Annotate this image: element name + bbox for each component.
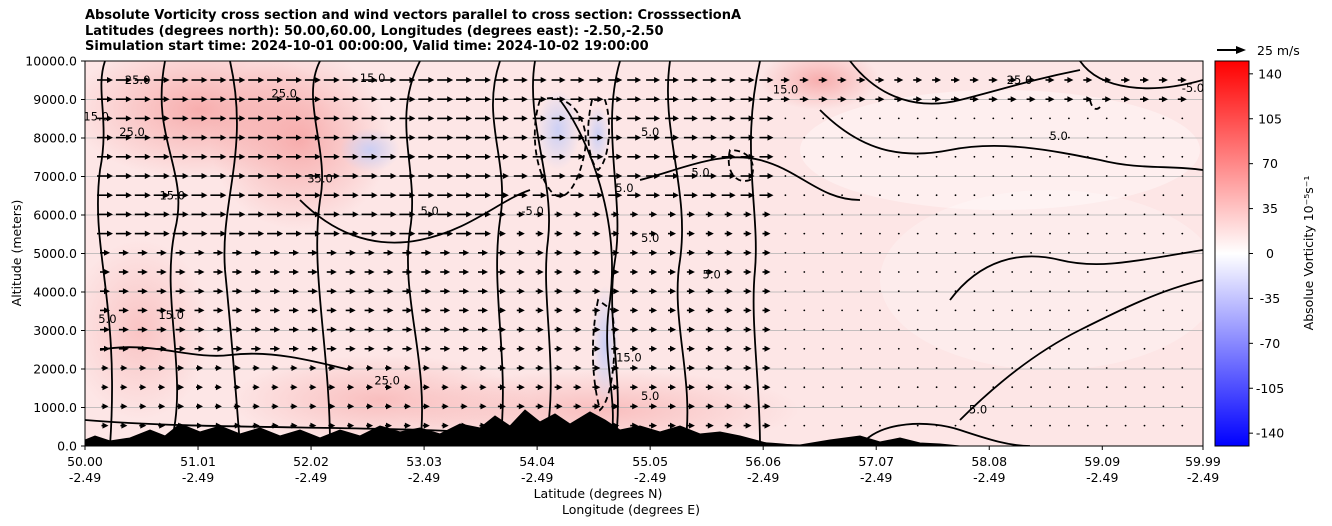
- y-axis-label: Altitude (meters): [9, 200, 24, 307]
- x-tick-lat-8: 58.08: [971, 454, 1007, 469]
- colorbar-tick-label-7: -105: [1256, 381, 1284, 396]
- colorbar-tick-label-1: 105: [1258, 111, 1282, 126]
- colorbar-tick-label-5: -35: [1260, 291, 1280, 306]
- y-axis-ticks: 0.0 1000.0 2000.0 3000.0 4000.0 5000.0 6000.0 7…: [25, 54, 85, 454]
- x-tick-lon-0: -2.49: [69, 470, 101, 485]
- title-line-1: Absolute Vorticity cross section and win…: [85, 8, 742, 23]
- y-tick-label-4: 4000.0: [33, 285, 77, 300]
- x-tick-lon-7: -2.49: [860, 470, 892, 485]
- y-tick-label-6: 6000.0: [33, 208, 77, 223]
- title-line-3: Simulation start time: 2024-10-01 00:00:…: [85, 39, 649, 54]
- x-tick-lon-3: -2.49: [408, 470, 440, 485]
- x-axis-label-line-2: Longitude (degrees E): [562, 502, 700, 517]
- x-tick-lon-4: -2.49: [521, 470, 553, 485]
- contour-label-19: 15.0: [773, 83, 799, 97]
- x-tick-lat-9: 59.09: [1084, 454, 1120, 469]
- y-tick-label-10: 10000.0: [25, 54, 77, 69]
- x-tick-lon-9: -2.49: [1086, 470, 1118, 485]
- contour-labels: 25.0 25.0 15.0 15.0 25.0 15.0 35.0 5.0 -5.0 5.0 5.…: [83, 71, 1204, 416]
- x-tick-lat-3: 53.03: [406, 454, 442, 469]
- colorbar-label: Absolue Vorticity 10⁻⁵s⁻¹: [1301, 176, 1316, 331]
- contour-label-15: 25.0: [374, 373, 400, 387]
- contour-label-21: 5.0: [691, 166, 709, 180]
- vector-key-label: 25 m/s: [1257, 43, 1300, 58]
- colorbar-gradient: [1214, 60, 1250, 447]
- negative-contours: [533, 97, 1103, 412]
- contour-label-11: 5.0: [703, 268, 721, 282]
- contour-label-1: 25.0: [271, 87, 297, 101]
- contour-label-12: 5.0: [98, 312, 116, 326]
- contour-label-18: 25.0: [1007, 73, 1033, 87]
- vector-key-arrowhead: [1236, 46, 1246, 54]
- x-tick-lon-6: -2.49: [747, 470, 779, 485]
- x-tick-lat-4: 54.04: [519, 454, 555, 469]
- contour-label-13: 15.0: [158, 308, 184, 322]
- contour-label-10: 5.0: [641, 231, 659, 245]
- contour-label-16: 5.0: [641, 389, 659, 403]
- colorbar-tick-label-2: 70: [1262, 156, 1278, 171]
- vector-key: 25 m/s: [1217, 43, 1300, 58]
- colorbar-tick-label-3: 35: [1262, 201, 1278, 216]
- contour-label-14: 15.0: [616, 350, 642, 364]
- x-tick-lat-0: 50.00: [67, 454, 103, 469]
- y-tick-label-5: 5000.0: [33, 246, 77, 261]
- x-tick-lat-7: 57.07: [858, 454, 894, 469]
- y-tick-label-7: 7000.0: [33, 169, 77, 184]
- x-tick-lat-1: 51.01: [180, 454, 216, 469]
- x-tick-lon-1: -2.49: [182, 470, 214, 485]
- contour-label-7: 5.0: [421, 204, 439, 218]
- x-tick-lon-5: -2.49: [634, 470, 666, 485]
- colorbar-tick-label-0: 140: [1258, 66, 1282, 81]
- x-tick-lon-8: -2.49: [973, 470, 1005, 485]
- contour-label-0: 25.0: [125, 73, 151, 87]
- contour-label-8: -5.0: [521, 204, 543, 218]
- y-tick-label-1: 1000.0: [33, 400, 77, 415]
- chart-title: Absolute Vorticity cross section and win…: [85, 8, 741, 55]
- colorbar-tick-label-4: 0: [1266, 246, 1274, 261]
- contour-label-4: 25.0: [119, 125, 145, 139]
- x-tick-lat-2: 52.02: [293, 454, 329, 469]
- x-tick-lat-5: 55.05: [632, 454, 668, 469]
- x-tick-lat-6: 56.06: [745, 454, 781, 469]
- x-tick-lon-10: -2.49: [1187, 470, 1219, 485]
- wind-vectors: [97, 77, 1187, 429]
- x-tick-lat-10: 59.99: [1185, 454, 1221, 469]
- y-tick-label-9: 9000.0: [33, 92, 77, 107]
- title-line-2: Latitudes (degrees north): 50.00,60.00, …: [85, 23, 664, 39]
- x-tick-lon-2: -2.49: [295, 470, 327, 485]
- contour-label-22: -5.0: [1182, 81, 1204, 95]
- colorbar-ticks: 140 105 70 35 0 -35 -70 -105 -140: [1249, 66, 1284, 441]
- contour-label-23: 5.0: [1049, 129, 1067, 143]
- x-axis-ticks: 50.00-2.4951.01-2.4952.02-2.4953.03-2.49…: [67, 446, 1221, 485]
- y-tick-label-8: 8000.0: [33, 131, 77, 146]
- contour-label-20: 5.0: [641, 125, 659, 139]
- x-axis-label-line-1: Latitude (degrees N): [534, 486, 663, 501]
- colorbar: 140 105 70 35 0 -35 -70 -105 -140 Absolue Vortic…: [1214, 60, 1316, 447]
- y-tick-label-3: 3000.0: [33, 323, 77, 338]
- plot-area: 25.0 25.0 15.0 15.0 25.0 15.0 35.0 5.0 -5.0 5.0 5.…: [83, 61, 1204, 446]
- terrain-profile: [85, 409, 961, 446]
- contour-label-17: 5.0: [969, 402, 987, 416]
- y-tick-label-0: 0.0: [57, 439, 77, 454]
- contour-label-2: 15.0: [360, 71, 386, 85]
- contour-label-6: 35.0: [307, 171, 333, 185]
- contour-label-3: 15.0: [83, 110, 109, 124]
- contour-label-9: 5.0: [615, 181, 633, 195]
- colorbar-tick-label-8: -140: [1256, 426, 1284, 441]
- contour-label-5: 15.0: [159, 189, 185, 203]
- colorbar-tick-label-6: -70: [1260, 336, 1280, 351]
- y-tick-label-2: 2000.0: [33, 362, 77, 377]
- vorticity-shading: [85, 61, 1203, 446]
